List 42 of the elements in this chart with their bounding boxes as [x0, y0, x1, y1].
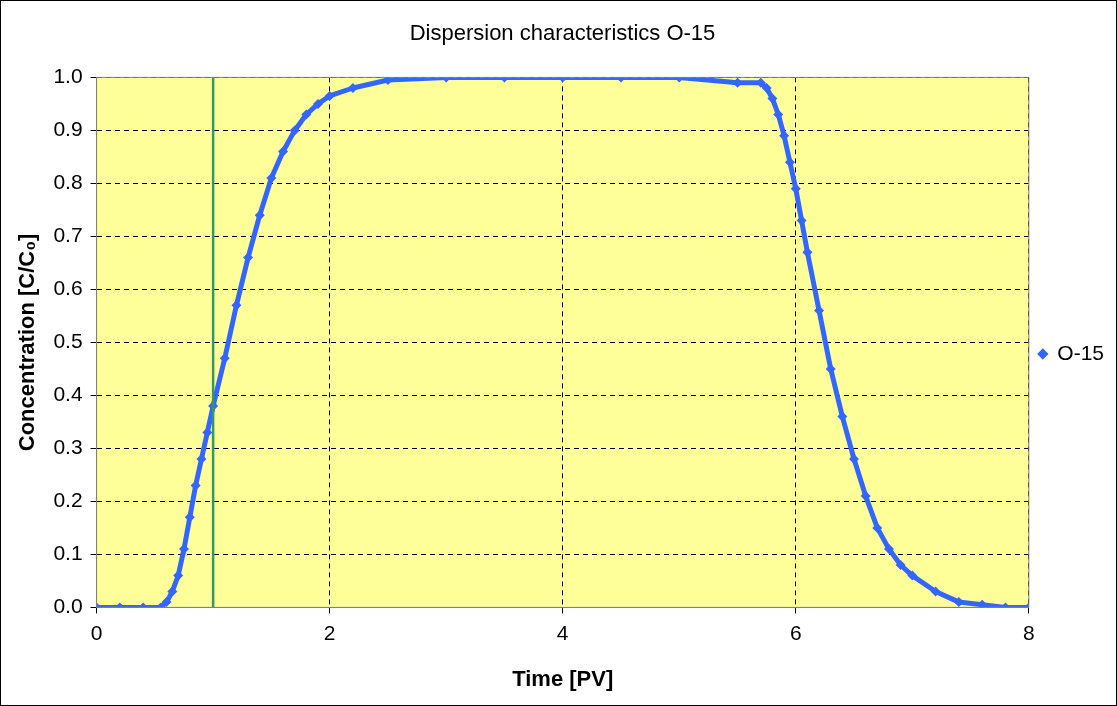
point — [266, 173, 277, 184]
y-tick-label: 0.0 — [53, 594, 83, 618]
x-tick-label: 0 — [90, 620, 103, 644]
x-tick-label: 4 — [556, 620, 569, 644]
chart-title: Dispersion characteristics O-15 — [409, 20, 716, 46]
y-tick-label: 0.9 — [53, 117, 83, 141]
y-tick-label: 1.0 — [53, 64, 83, 88]
point — [930, 586, 941, 597]
y-tick-label: 0.3 — [53, 435, 83, 459]
y-tick-label: 0.7 — [53, 223, 83, 247]
point — [289, 125, 300, 136]
point — [167, 586, 178, 597]
point — [872, 522, 883, 533]
point — [243, 252, 254, 263]
y-tick-label: 0.4 — [53, 382, 83, 406]
x-tick-label: 6 — [789, 620, 802, 644]
point — [814, 305, 825, 316]
y-axis-title: Concentration [C/C₀] — [14, 233, 40, 452]
x-axis-title: Time [PV] — [512, 665, 614, 691]
point — [779, 130, 790, 141]
point — [761, 83, 772, 93]
y-tick-label: 0.1 — [53, 541, 83, 565]
x-tick-label: 8 — [1022, 620, 1035, 644]
point — [301, 109, 312, 120]
point — [161, 597, 172, 608]
y-tick-label: 0.5 — [53, 329, 83, 353]
point — [324, 90, 335, 101]
point — [883, 544, 894, 555]
legend-label: O-15 — [1057, 340, 1104, 364]
point — [907, 570, 918, 581]
point — [196, 454, 207, 464]
y-tick-label: 0.6 — [53, 276, 83, 300]
point — [313, 98, 323, 109]
x-tick-label: 2 — [323, 620, 336, 644]
y-tick-label: 0.2 — [53, 488, 83, 512]
point — [860, 491, 871, 502]
point — [895, 560, 906, 570]
point — [849, 454, 860, 464]
point — [173, 570, 184, 581]
point — [767, 93, 778, 104]
y-tick-label: 0.8 — [53, 170, 83, 194]
point — [278, 146, 289, 157]
